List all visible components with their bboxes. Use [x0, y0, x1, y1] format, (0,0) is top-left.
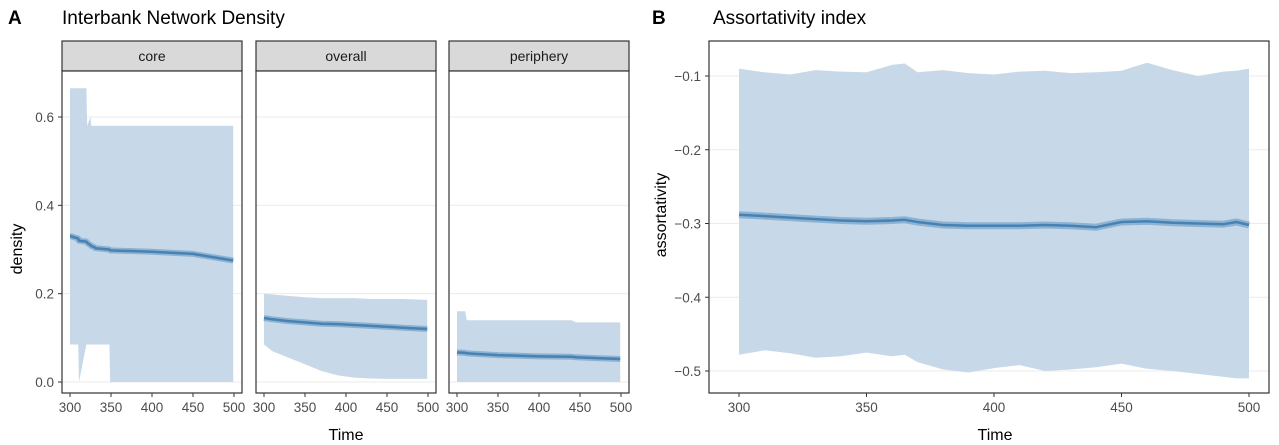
assortativity-chart: 300 350 400 450 500 −0.5 −0.4 −0.3 −0.2 −0.1: [674, 40, 1270, 415]
y-tick-label-b-2: −0.3: [674, 217, 701, 232]
facet-strip-core: [61, 40, 243, 72]
x-tick-label-overall-0: 300: [253, 400, 276, 415]
x-tick-label-overall-2: 400: [335, 400, 358, 415]
x-tick-label-overall-4: 500: [417, 400, 440, 415]
x-tick-label-periphery-3: 450: [569, 400, 592, 415]
panel-a-letter: A: [8, 8, 22, 29]
y-tick-label-a-0: 0.0: [35, 375, 54, 390]
mean-line-core: [69, 235, 234, 262]
panel-b-letter: B: [652, 8, 666, 29]
y-tick-label-a-2: 0.4: [35, 198, 54, 213]
plot-border-b: [708, 40, 1270, 394]
x-tick-label-periphery-0: 300: [446, 400, 469, 415]
mean-line-overall: [263, 316, 428, 331]
y-tick-label-b-3: −0.2: [674, 143, 701, 158]
x-tick-label-b-2: 400: [983, 400, 1006, 415]
y-tick-label-b-1: −0.4: [674, 290, 701, 305]
x-tick-label-core-0: 300: [59, 400, 82, 415]
x-tick-label-periphery-4: 500: [610, 400, 633, 415]
facet-core: core 300 350 400 450 500: [59, 40, 246, 415]
y-tick-label-b-0: −0.5: [674, 364, 701, 379]
x-tick-label-core-3: 450: [182, 400, 205, 415]
x-tick-label-b-1: 350: [855, 400, 878, 415]
ribbon-b: [739, 62, 1249, 379]
panel-a-title: Interbank Network Density: [62, 8, 285, 29]
x-tick-label-core-1: 350: [100, 400, 123, 415]
density-chart: core 300 350 400 450 500 overall 300 350 400 450 50…: [35, 40, 633, 415]
facet-strip-overall: [255, 40, 437, 72]
ribbon-periphery: [457, 311, 621, 382]
mean-line-b: [738, 213, 1250, 229]
mean-line-periphery: [456, 351, 621, 361]
ribbon-core: [70, 88, 234, 383]
x-tick-label-b-4: 500: [1238, 400, 1261, 415]
facet-periphery: periphery 300 350 400 450 500: [446, 40, 633, 415]
panel-b-title: Assortativity index: [713, 8, 867, 29]
panel-a-xlabel: Time: [329, 427, 364, 444]
x-tick-label-periphery-2: 400: [528, 400, 551, 415]
panel-b-xlabel: Time: [978, 427, 1013, 444]
panel-a-ylabel: density: [9, 224, 26, 275]
x-tick-label-overall-3: 450: [376, 400, 399, 415]
facet-label-overall: overall: [325, 48, 366, 64]
x-tick-label-periphery-1: 350: [487, 400, 510, 415]
ribbon-overall: [264, 293, 428, 379]
panel-b-ylabel: assortativity: [653, 173, 670, 257]
x-tick-label-overall-1: 350: [294, 400, 317, 415]
facet-label-core: core: [138, 48, 165, 64]
x-tick-label-b-0: 300: [728, 400, 751, 415]
y-tick-label-b-4: −0.1: [674, 69, 701, 84]
y-tick-label-a-3: 0.6: [35, 110, 54, 125]
facet-overall: overall 300 350 400 450 500: [253, 40, 440, 415]
y-tick-label-a-1: 0.2: [35, 287, 54, 302]
facet-label-periphery: periphery: [510, 48, 568, 64]
x-tick-label-core-4: 500: [223, 400, 246, 415]
x-tick-label-b-3: 450: [1110, 400, 1133, 415]
x-tick-label-core-2: 400: [141, 400, 164, 415]
